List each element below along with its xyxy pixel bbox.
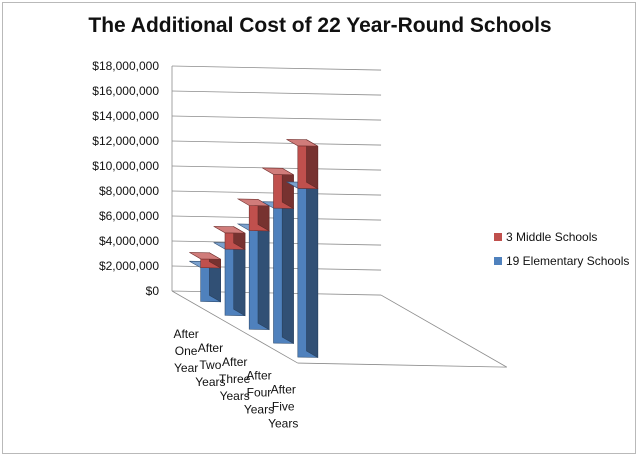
floor-left-edge [171,290,298,364]
legend-label: 3 Middle Schools [506,230,597,244]
legend-swatch [494,233,502,241]
floor-front-edge [297,362,507,368]
category-label: After One Year [173,327,198,375]
y-tick-label: $2,000,000 [99,259,159,273]
y-tick-label: $4,000,000 [99,234,159,248]
legend-label: 19 Elementary Schools [506,254,629,268]
bar-face-top [286,139,318,147]
bar-face-top [262,167,294,176]
bars [189,139,319,359]
bar-segment [189,252,221,269]
bar-face-side [306,181,319,359]
y-tick-label: $18,000,000 [92,59,159,73]
gridline [171,140,382,146]
y-axis-ticks: $0 $2,000,000 $4,000,000 $6,000,000 $8,000,0… [92,59,159,298]
y-tick-label: $12,000,000 [92,134,159,148]
bar-face-top [236,198,271,207]
legend-swatch [494,257,502,265]
category-label: After Two Years [195,341,225,389]
bar-segment [286,139,319,190]
bar-segment [213,242,246,317]
bar-face-side [257,223,270,331]
y-tick-label: $16,000,000 [92,84,159,98]
category-label: After Four Years [244,369,274,417]
y-tick-label: $14,000,000 [92,109,159,123]
y-tick-label: $0 [146,284,160,298]
bar-face-top [213,226,246,234]
chart-frame [2,2,636,454]
bar-segment [213,226,246,251]
gridline [171,90,382,96]
bar-face-side [281,201,294,345]
y-tick-label: $10,000,000 [92,159,159,173]
bar-face-side [233,242,246,317]
gridline [171,115,382,121]
chart-title: The Additional Cost of 22 Year-Round Sch… [88,14,552,37]
category-label: After Five Years [268,383,298,431]
gridline [171,65,382,71]
bar-segment [236,198,271,232]
bar-face-top [189,252,221,260]
y-tick-label: $6,000,000 [99,209,159,223]
floor-right-edge [380,294,507,368]
category-label: After Three Years [219,355,251,403]
y-tick-label: $8,000,000 [99,184,159,198]
bar-face-side [306,139,319,190]
side-wall [171,66,507,368]
legend: 3 Middle Schools 19 Elementary Schools [494,230,629,268]
bar-segment [262,201,294,345]
